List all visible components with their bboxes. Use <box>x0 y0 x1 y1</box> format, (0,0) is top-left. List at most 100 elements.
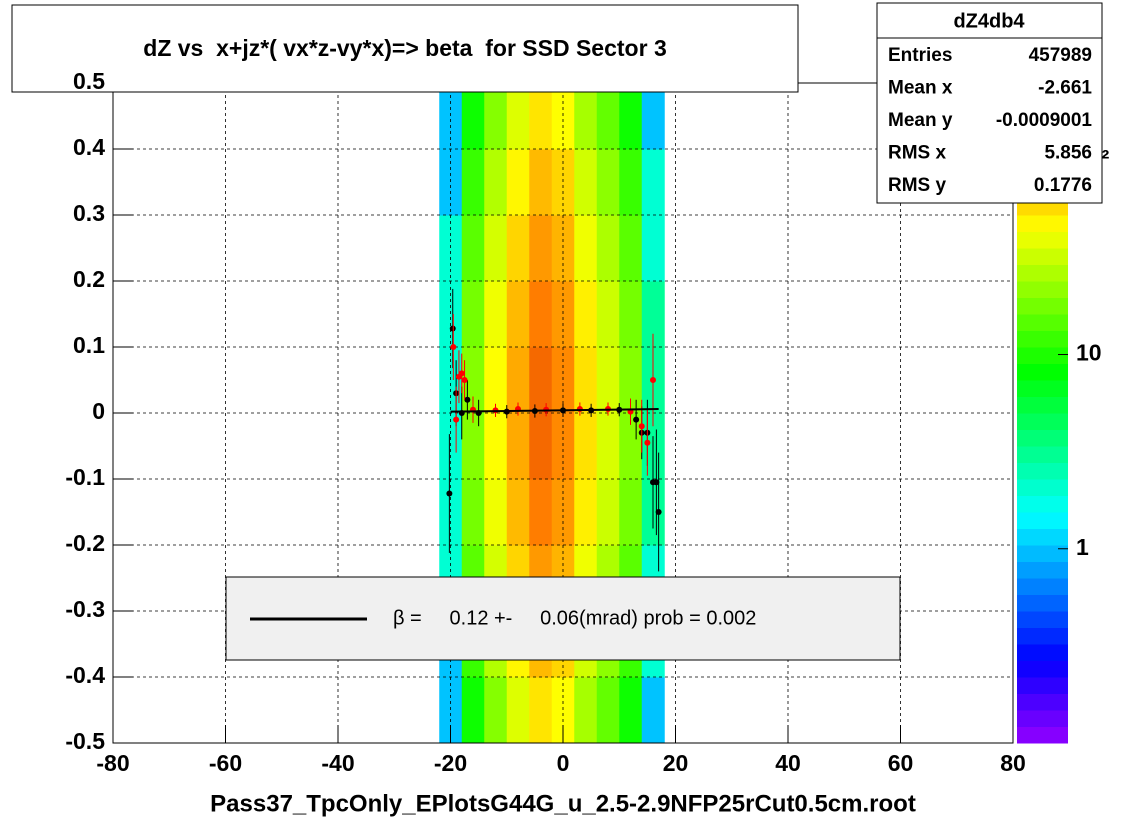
heatmap-cell <box>529 83 553 150</box>
heatmap-cell <box>596 479 620 546</box>
palette-cell <box>1017 677 1068 694</box>
heatmap-cell <box>506 83 530 150</box>
heatmap-cell <box>619 281 643 348</box>
profile-point <box>461 377 468 383</box>
palette-cell <box>1017 693 1068 711</box>
stats-value: 5.856 <box>1044 143 1092 164</box>
stats-label: RMS x <box>888 143 947 164</box>
heatmap-cell <box>529 347 553 414</box>
profile-point <box>464 396 471 403</box>
heatmap-cell <box>461 215 485 282</box>
heatmap-cell <box>596 413 620 480</box>
profile-point <box>449 325 456 332</box>
heatmap-cell <box>596 215 620 282</box>
x-tick-label: -80 <box>96 750 129 776</box>
heatmap-cell <box>551 83 575 150</box>
y-tick-label: 0.2 <box>73 266 105 292</box>
heatmap-cell <box>596 83 620 150</box>
heatmap-cell <box>574 347 598 414</box>
palette-cell <box>1017 215 1068 232</box>
z-tick-label: 10 <box>1076 340 1102 366</box>
palette-cell <box>1017 347 1068 364</box>
stats-label: Mean x <box>888 78 953 99</box>
heatmap-cell <box>574 215 598 282</box>
x-tick-label: 60 <box>888 750 914 776</box>
profile-point <box>655 509 662 515</box>
heatmap-cell <box>619 479 643 546</box>
heatmap-cell <box>529 149 553 216</box>
heatmap-cell <box>461 149 485 216</box>
y-tick-label: 0.1 <box>73 332 105 358</box>
heatmap-cell <box>551 149 575 216</box>
palette-cell <box>1017 627 1068 645</box>
y-tick-label: -0.2 <box>65 530 105 556</box>
heatmap-cell <box>551 281 575 348</box>
y-tick-label: -0.5 <box>65 728 105 754</box>
heatmap-cell <box>529 281 553 348</box>
fit-line <box>450 408 659 413</box>
heatmap-cell <box>596 281 620 348</box>
profile-point <box>633 416 640 423</box>
heatmap-cell <box>596 347 620 414</box>
heatmap-cell <box>439 149 463 216</box>
heatmap-cell <box>641 149 665 216</box>
heatmap-cell <box>506 347 530 414</box>
heatmap-cell <box>484 83 508 150</box>
heatmap-cell <box>506 281 530 348</box>
profile-point <box>450 344 457 350</box>
palette-cell <box>1017 264 1068 282</box>
heatmap-cell <box>484 281 508 348</box>
heatmap-cell <box>529 413 553 480</box>
heatmap-cell <box>551 677 575 744</box>
z-tick-label: 1 <box>1076 534 1089 560</box>
x-axis-label: Pass37_TpcOnly_EPlotsG44G_u_2.5-2.9NFP25… <box>210 790 916 817</box>
heatmap-cell <box>484 479 508 546</box>
heatmap-cell <box>551 479 575 546</box>
stats-label: Entries <box>888 45 952 66</box>
heatmap-cell <box>596 149 620 216</box>
palette-cell <box>1017 660 1068 678</box>
profile-point <box>446 490 453 497</box>
profile-point <box>653 479 660 486</box>
palette-cell <box>1017 512 1068 529</box>
y-tick-label: 0.3 <box>73 200 105 226</box>
palette-cell <box>1017 545 1068 562</box>
heatmap-cell <box>484 347 508 414</box>
palette-cell <box>1017 330 1068 348</box>
palette-cell <box>1017 495 1068 513</box>
palette-cell <box>1017 297 1068 315</box>
y-tick-label: 0.4 <box>73 134 105 160</box>
palette-cell <box>1017 413 1068 430</box>
heatmap-cell <box>461 83 485 150</box>
stats-value: -2.661 <box>1038 78 1092 99</box>
heatmap-cell <box>574 83 598 150</box>
heatmap-cell <box>506 215 530 282</box>
heatmap-cell <box>529 677 553 744</box>
heatmap-cell <box>641 677 665 744</box>
x-tick-label: -60 <box>209 750 242 776</box>
heatmap-cell <box>484 149 508 216</box>
palette-cell <box>1017 396 1068 414</box>
heatmap-cell <box>641 281 665 348</box>
palette-cell <box>1017 726 1068 744</box>
palette-cell <box>1017 363 1068 381</box>
palette-cell <box>1017 710 1068 727</box>
heatmap-cell <box>551 347 575 414</box>
palette-cell <box>1017 248 1068 265</box>
heatmap-cell <box>574 479 598 546</box>
palette-cell <box>1017 281 1068 298</box>
heatmap-cell <box>619 677 643 744</box>
x-tick-label: -40 <box>321 750 354 776</box>
x-tick-label: -20 <box>434 750 467 776</box>
x-tick-label: 80 <box>1000 750 1026 776</box>
profile-point <box>644 439 651 446</box>
heatmap-cell <box>574 677 598 744</box>
y-tick-label: 0.5 <box>73 68 105 94</box>
palette-cell <box>1017 594 1068 612</box>
heatmap-cell <box>506 413 530 480</box>
heatmap-cell <box>461 413 485 480</box>
stats-value: 457989 <box>1029 45 1092 66</box>
stats-value: -0.0009001 <box>996 110 1093 131</box>
heatmap-cell <box>529 215 553 282</box>
